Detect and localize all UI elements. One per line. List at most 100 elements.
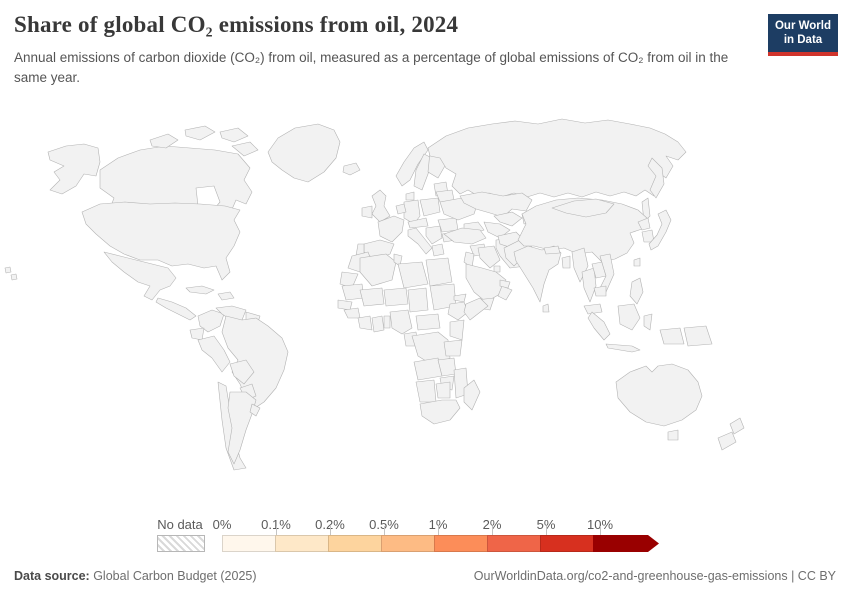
country-guinea[interactable]	[343, 307, 361, 319]
country-sri-lanka[interactable]	[542, 303, 550, 313]
country-angola[interactable]	[413, 357, 443, 381]
country-cuba[interactable]	[185, 285, 215, 295]
country-chad[interactable]	[407, 287, 429, 313]
country-nepal[interactable]	[543, 245, 561, 255]
country-ethiopia[interactable]	[447, 301, 469, 321]
country-uruguay[interactable]	[249, 403, 261, 417]
country-romania[interactable]	[437, 217, 459, 233]
country-central-america[interactable]	[155, 297, 197, 321]
legend-bin-2[interactable]	[328, 535, 382, 552]
country-south-africa[interactable]	[419, 399, 461, 425]
country-canada-baffin[interactable]	[231, 141, 259, 157]
country-brazil[interactable]	[221, 315, 289, 411]
country-czechia-austria[interactable]	[407, 217, 429, 229]
country-senegal[interactable]	[337, 299, 353, 311]
legend-bin-3[interactable]	[381, 535, 435, 552]
country-madagascar[interactable]	[463, 379, 481, 411]
country-united-states-hawaii-2[interactable]	[10, 273, 18, 281]
country-peru[interactable]	[197, 335, 231, 373]
country-taiwan[interactable]	[633, 257, 641, 267]
country-namibia[interactable]	[415, 379, 437, 403]
country-tanzania[interactable]	[443, 339, 463, 357]
country-indonesia-java[interactable]	[605, 343, 641, 353]
country-thailand[interactable]	[581, 267, 597, 303]
country-mongolia[interactable]	[551, 198, 615, 218]
country-hispaniola[interactable]	[217, 291, 235, 301]
country-colombia[interactable]	[197, 309, 225, 333]
country-norway[interactable]	[395, 141, 429, 187]
country-bolivia[interactable]	[229, 359, 255, 385]
country-ecuador[interactable]	[189, 327, 205, 341]
legend-bin-5[interactable]	[487, 535, 541, 552]
country-nigeria[interactable]	[389, 309, 413, 335]
country-greece[interactable]	[431, 243, 445, 257]
legend-bin-0[interactable]	[222, 535, 276, 552]
country-iceland[interactable]	[342, 162, 361, 176]
country-central-african-republic[interactable]	[415, 313, 441, 331]
legend-bin-4[interactable]	[434, 535, 488, 552]
country-mexico[interactable]	[103, 251, 177, 301]
country-japan[interactable]	[648, 209, 672, 251]
country-uae-qatar[interactable]	[499, 279, 511, 289]
country-canada-arctic-3[interactable]	[219, 127, 249, 143]
legend-bin-1[interactable]	[275, 535, 329, 552]
country-ivory-coast[interactable]	[357, 315, 373, 331]
country-kazakhstan[interactable]	[459, 191, 533, 218]
country-dr-congo[interactable]	[411, 331, 451, 367]
country-balkans[interactable]	[425, 225, 443, 245]
country-france[interactable]	[377, 215, 405, 243]
country-uk[interactable]	[371, 189, 391, 223]
country-mali[interactable]	[359, 287, 385, 307]
country-russia-kamchatka[interactable]	[647, 157, 665, 199]
country-canada-arctic-1[interactable]	[149, 133, 179, 149]
country-egypt[interactable]	[425, 257, 453, 287]
country-ghana[interactable]	[371, 315, 385, 333]
country-somalia[interactable]	[463, 297, 489, 321]
country-united-states-alaska[interactable]	[47, 143, 101, 195]
country-greenland[interactable]	[267, 123, 341, 183]
country-benelux[interactable]	[395, 203, 407, 215]
country-denmark[interactable]	[405, 191, 415, 201]
country-bangladesh[interactable]	[561, 255, 571, 269]
country-oman[interactable]	[497, 285, 513, 301]
country-argentina[interactable]	[227, 391, 257, 465]
country-united-states-hawaii-1[interactable]	[4, 266, 12, 274]
country-italy[interactable]	[407, 227, 433, 255]
country-turkmenistan[interactable]	[483, 221, 511, 239]
country-cambodia[interactable]	[593, 285, 607, 297]
country-algeria[interactable]	[359, 253, 397, 287]
country-new-zealand-north[interactable]	[729, 417, 745, 435]
country-australia-tasmania[interactable]	[667, 429, 679, 441]
country-malaysia[interactable]	[583, 303, 603, 315]
country-indonesia-borneo[interactable]	[617, 303, 641, 331]
country-poland[interactable]	[419, 197, 441, 217]
country-papua-new-guinea[interactable]	[683, 325, 713, 347]
country-botswana[interactable]	[435, 381, 451, 399]
country-indonesia-sulawesi[interactable]	[643, 313, 653, 331]
country-north-korea[interactable]	[637, 217, 651, 231]
no-data-swatch[interactable]	[157, 535, 205, 552]
country-ireland[interactable]	[361, 205, 373, 219]
legend-bin-7[interactable]	[593, 535, 659, 552]
country-uzbekistan[interactable]	[493, 211, 523, 227]
owid-url-link[interactable]: OurWorldinData.org/co2-and-greenhouse-ga…	[473, 569, 836, 583]
country-niger[interactable]	[383, 287, 409, 307]
owid-logo[interactable]: Our World in Data	[768, 14, 838, 56]
country-benin-togo[interactable]	[383, 315, 391, 329]
country-united-states[interactable]	[81, 201, 241, 281]
country-india[interactable]	[513, 245, 562, 303]
country-sweden[interactable]	[413, 153, 433, 191]
country-china[interactable]	[517, 197, 649, 263]
country-libya[interactable]	[397, 261, 429, 289]
country-indonesia-sumatra[interactable]	[587, 311, 611, 341]
country-turkey[interactable]	[443, 227, 487, 245]
country-iraq[interactable]	[477, 245, 501, 269]
legend-bin-6[interactable]	[540, 535, 594, 552]
country-kenya-uganda[interactable]	[449, 319, 465, 341]
country-australia[interactable]	[615, 363, 703, 427]
country-canada-arctic-2[interactable]	[184, 125, 216, 141]
country-philippines[interactable]	[629, 277, 644, 305]
country-indonesia-papua[interactable]	[659, 327, 685, 345]
country-russia[interactable]	[427, 118, 687, 198]
country-kuwait[interactable]	[493, 265, 501, 273]
